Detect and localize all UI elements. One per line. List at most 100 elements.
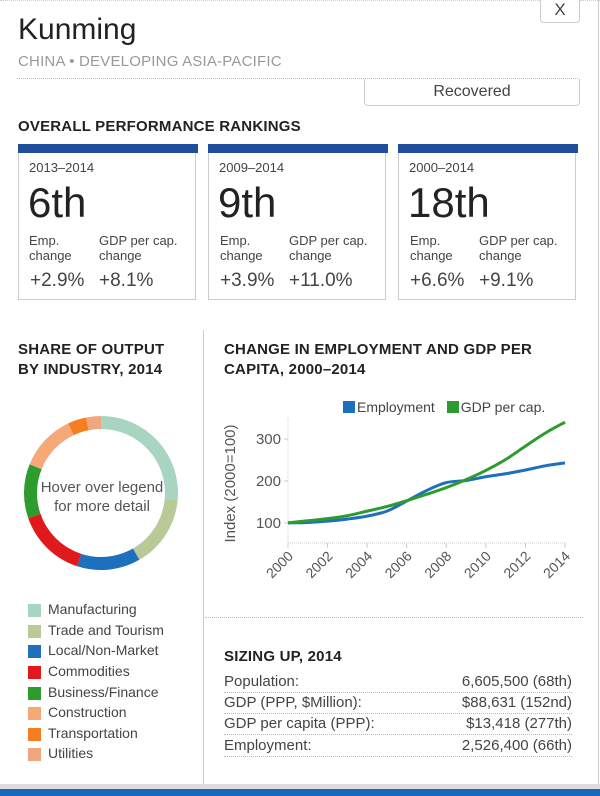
legend-label: GDP per cap. [460, 399, 546, 415]
legend-swatch [343, 401, 355, 413]
legend-label: Construction [48, 704, 127, 720]
rankings-title: OVERALL PERFORMANCE RANKINGS [18, 118, 301, 135]
legend-label: Trade and Tourism [48, 622, 164, 638]
legend-item-employment[interactable]: Employment [343, 399, 435, 415]
window-top-border [0, 0, 540, 1]
gdp-change-label: GDP per cap. change [289, 233, 368, 263]
legend-label: Local/Non-Market [48, 642, 159, 658]
trend-legend: Employment GDP per cap. [343, 399, 545, 415]
label-line: GDP per cap. [479, 233, 558, 248]
legend-label: Employment [357, 399, 435, 415]
label-line: change [289, 248, 332, 263]
card-rank: 6th [28, 179, 87, 226]
legend-swatch [28, 645, 41, 658]
y-tick-label: 200 [256, 473, 281, 490]
gdp-change-value: +11.0% [289, 270, 353, 291]
x-tick-label: 2014 [540, 548, 573, 581]
gdp-change-label: GDP per cap. change [99, 233, 178, 263]
title-line: BY INDUSTRY, 2014 [18, 361, 163, 378]
label-line: Emp. [220, 233, 251, 248]
close-button[interactable]: X [540, 0, 580, 23]
title-line: CHANGE IN EMPLOYMENT AND GDP PER [224, 341, 533, 358]
legend-label: Business/Finance [48, 684, 159, 700]
legend-label: Commodities [48, 663, 130, 679]
gdp-change-value: +9.1% [479, 270, 534, 291]
ranking-card-2009-2014: 2009–2014 9th Emp. change GDP per cap. cha… [208, 144, 388, 300]
card-accent-bar [398, 144, 578, 153]
donut-slice-utilities [86, 416, 101, 431]
legend-label: Manufacturing [48, 601, 137, 617]
card-rank: 18th [408, 179, 490, 226]
city-title: Kunming [18, 13, 137, 46]
industry-donut-chart [24, 416, 178, 570]
x-tick-label: 2004 [342, 548, 375, 581]
donut-hint: Hover over legend for more detail [28, 478, 176, 516]
legend-item-gdp-per-cap[interactable]: GDP per cap. [446, 399, 546, 415]
card-accent-bar [208, 144, 388, 153]
row-label: Population: [224, 673, 300, 690]
ranking-card-2013-2014: 2013–2014 6th Emp. change GDP per cap. cha… [18, 144, 198, 300]
sizing-row-gdp: GDP (PPP, $Million): $88,631 (152nd) [224, 693, 572, 714]
y-axis-label: Index (2000=100) [222, 424, 239, 542]
column-divider [203, 330, 204, 796]
emp-change-label: Emp. change [220, 233, 263, 263]
card-period: 2000–2014 [409, 160, 475, 175]
legend-swatch [28, 687, 41, 700]
donut-slice-business-finance [24, 464, 42, 519]
label-line: change [99, 248, 142, 263]
donut-slice-construction [29, 423, 74, 470]
hint-line: for more detail [54, 498, 150, 515]
label-line: change [220, 248, 263, 263]
industry-title: SHARE OF OUTPUT BY INDUSTRY, 2014 [18, 340, 164, 380]
legend-swatch [28, 748, 41, 761]
chart-sizing-divider [205, 617, 583, 618]
label-line: GDP per cap. [99, 233, 178, 248]
window-right-border [598, 0, 599, 796]
row-value: $13,418 (277th) [466, 715, 572, 732]
card-rank: 9th [218, 179, 277, 226]
bottom-shadow [0, 784, 600, 789]
row-label: Employment: [224, 737, 312, 754]
title-line: SHARE OF OUTPUT [18, 341, 165, 358]
label-line: change [410, 248, 453, 263]
x-tick-label: 2012 [500, 548, 533, 581]
sizing-row-population: Population: 6,605,500 (68th) [224, 672, 572, 693]
label-line: GDP per cap. [289, 233, 368, 248]
x-tick-label: 2008 [421, 548, 454, 581]
window-top-border-right [580, 0, 600, 1]
label-line: change [479, 248, 522, 263]
row-value: 2,526,400 (66th) [461, 737, 572, 754]
label-line: Emp. [29, 233, 60, 248]
y-tick-label: 100 [256, 515, 281, 532]
y-tick-label: 300 [256, 431, 281, 448]
label-line: change [29, 248, 72, 263]
trend-title: CHANGE IN EMPLOYMENT AND GDP PER CAPITA,… [224, 340, 532, 380]
title-line: CAPITA, 2000–2014 [224, 361, 366, 378]
card-period: 2013–2014 [29, 160, 95, 175]
emp-change-value: +3.9% [220, 270, 275, 291]
region-subtitle: CHINA • DEVELOPING ASIA-PACIFIC [18, 53, 282, 70]
donut-slice-commodities [28, 513, 82, 567]
row-value: $88,631 (152nd) [461, 694, 572, 711]
legend-swatch [28, 666, 41, 679]
x-tick-label: 2002 [302, 548, 335, 581]
x-tick-label: 2010 [461, 548, 494, 581]
row-value: 6,605,500 (68th) [461, 673, 572, 690]
employment-gdp-line-chart: 100 200 300 2000 2002 2004 2006 2008 2010 2012 201… [222, 418, 573, 581]
legend-swatch [28, 707, 41, 720]
gdp-change-value: +8.1% [99, 270, 154, 291]
donut-slice-local-non-market [77, 548, 140, 570]
row-label: GDP (PPP, $Million): [224, 694, 362, 711]
emp-change-label: Emp. change [29, 233, 72, 263]
emp-change-value: +6.6% [410, 270, 465, 291]
legend-label: Transportation [48, 725, 138, 741]
legend-swatch [28, 604, 41, 617]
emp-change-value: +2.9% [30, 270, 85, 291]
gdp-change-label: GDP per cap. change [479, 233, 558, 263]
row-label: GDP per capita (PPP): [224, 715, 375, 732]
emp-change-label: Emp. change [410, 233, 453, 263]
legend-swatch [28, 728, 41, 741]
card-accent-bar [18, 144, 198, 153]
sizing-title: SIZING UP, 2014 [224, 648, 342, 665]
x-tick-label: 2000 [263, 548, 296, 581]
